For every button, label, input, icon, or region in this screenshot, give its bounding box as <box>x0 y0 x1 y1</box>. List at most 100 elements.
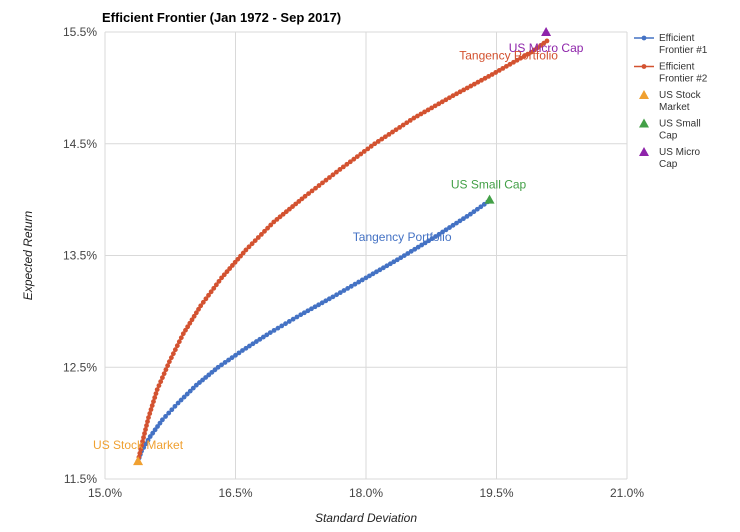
data-point <box>471 209 477 215</box>
data-point <box>514 57 520 63</box>
data-point <box>160 417 165 423</box>
data-point <box>190 385 196 391</box>
data-point <box>397 124 403 130</box>
data-point <box>264 332 270 338</box>
data-point <box>230 263 235 268</box>
data-point <box>436 231 442 237</box>
data-point <box>503 63 509 69</box>
data-point <box>415 113 420 119</box>
data-point <box>260 334 266 340</box>
data-point <box>170 351 176 357</box>
data-point <box>391 259 397 265</box>
annotation-label: Tangency Portfolio <box>459 49 558 63</box>
data-point <box>478 204 484 210</box>
data-point <box>379 136 385 142</box>
annotation-label: Tangency Portfolio <box>353 230 452 244</box>
annotation-label: US Stock Market <box>93 438 184 452</box>
data-point <box>252 238 258 244</box>
data-point <box>233 352 238 358</box>
data-point <box>224 269 230 275</box>
data-point <box>408 248 414 254</box>
data-point <box>178 335 184 341</box>
data-point <box>172 347 178 353</box>
data-point <box>180 331 186 337</box>
data-point <box>390 129 395 135</box>
data-point <box>464 213 470 219</box>
data-point <box>151 399 156 404</box>
data-point <box>219 362 224 368</box>
data-point <box>474 206 480 212</box>
data-point <box>471 81 477 87</box>
x-tick-label: 15.0% <box>88 486 122 500</box>
data-point <box>143 427 148 432</box>
data-point <box>283 321 288 327</box>
data-point <box>232 259 238 265</box>
data-point <box>185 324 191 330</box>
data-point <box>393 127 399 133</box>
data-point <box>152 427 158 433</box>
data-point <box>257 336 263 342</box>
data-point <box>163 414 168 419</box>
data-point <box>400 122 406 128</box>
data-point <box>219 275 224 281</box>
data-point <box>249 241 255 247</box>
data-point <box>493 70 499 75</box>
data-point <box>216 278 222 284</box>
gridlines <box>104 31 628 480</box>
legend-marker <box>639 147 649 156</box>
data-point <box>401 253 407 259</box>
data-point <box>345 286 351 291</box>
data-point <box>382 134 388 140</box>
data-point <box>215 364 221 370</box>
y-tick-label: 13.5% <box>63 249 97 263</box>
data-point <box>461 87 467 93</box>
data-point <box>433 234 438 239</box>
data-point <box>250 341 256 347</box>
data-point <box>141 435 146 440</box>
data-point <box>155 424 160 429</box>
data-point <box>246 244 252 250</box>
data-point <box>290 316 296 322</box>
data-point <box>140 439 145 444</box>
data-point <box>309 188 315 194</box>
data-point <box>166 359 172 365</box>
data-point <box>361 149 367 154</box>
data-point <box>238 253 243 259</box>
data-point <box>189 317 195 323</box>
data-point <box>148 407 154 412</box>
data-point <box>294 314 300 320</box>
data-point <box>145 437 151 443</box>
data-point <box>461 216 466 222</box>
data-point <box>203 296 209 302</box>
annotation-label: US Micro Cap <box>509 41 584 55</box>
series-us-small-cap <box>484 194 495 204</box>
data-point <box>247 343 252 349</box>
data-point <box>386 132 392 137</box>
data-point <box>187 388 193 394</box>
data-point <box>316 183 322 188</box>
y-tick-label: 14.5% <box>63 137 97 151</box>
data-point <box>375 139 381 144</box>
data-point <box>486 73 491 79</box>
data-point <box>178 397 184 403</box>
data-point <box>150 430 156 436</box>
data-point <box>198 303 204 309</box>
data-point <box>268 222 274 228</box>
data-point <box>330 172 336 178</box>
data-point-triangle <box>484 194 495 204</box>
data-point <box>147 411 153 416</box>
y-tick-label: 15.5% <box>63 25 97 39</box>
data-point <box>227 266 233 271</box>
data-point <box>368 143 374 149</box>
data-point <box>316 302 322 308</box>
data-point <box>222 360 228 365</box>
data-point <box>236 350 242 356</box>
data-point <box>243 247 249 253</box>
data-point <box>521 53 527 59</box>
data-point <box>454 91 459 97</box>
data-point <box>267 330 273 336</box>
series-us-stock-market <box>133 456 144 466</box>
data-point <box>156 383 162 389</box>
data-point <box>271 327 277 333</box>
